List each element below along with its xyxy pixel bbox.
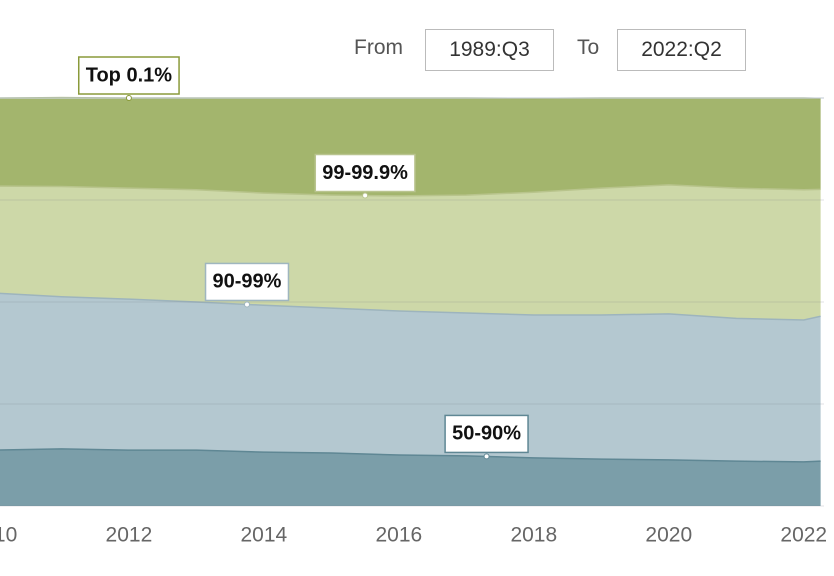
label-dot (125, 95, 132, 101)
series-label: 99-99.9% (322, 162, 408, 184)
x-tick-label: 2012 (106, 524, 153, 547)
area-edge (0, 448, 821, 463)
area (0, 293, 821, 462)
to-label: To (577, 36, 600, 59)
series-label: 90-99% (213, 271, 282, 293)
label-dot (483, 453, 490, 460)
x-tick-label: 2016 (375, 524, 422, 547)
area (0, 448, 821, 506)
series-label: Top 0.1% (86, 64, 173, 86)
label-dot (362, 192, 369, 199)
x-tick-label: 2018 (510, 524, 557, 547)
label-box (77, 56, 180, 95)
x-tick-label: 2014 (241, 524, 288, 547)
x-tick-label: 2022 (780, 524, 827, 547)
x-tick-label: 2020 (645, 524, 692, 547)
area-edge (0, 292, 821, 321)
series-label: 50-90% (452, 423, 521, 445)
area-edge (0, 184, 821, 197)
from-input[interactable]: 1989:Q3 (425, 29, 554, 71)
label-box (314, 153, 416, 193)
x-tick-label: 2010 (0, 524, 17, 547)
area (0, 97, 821, 196)
label-dot (243, 301, 250, 308)
to-input[interactable]: 2022:Q2 (617, 29, 746, 71)
from-label: From (354, 36, 403, 59)
label-box (204, 262, 290, 302)
label-box (444, 414, 529, 454)
